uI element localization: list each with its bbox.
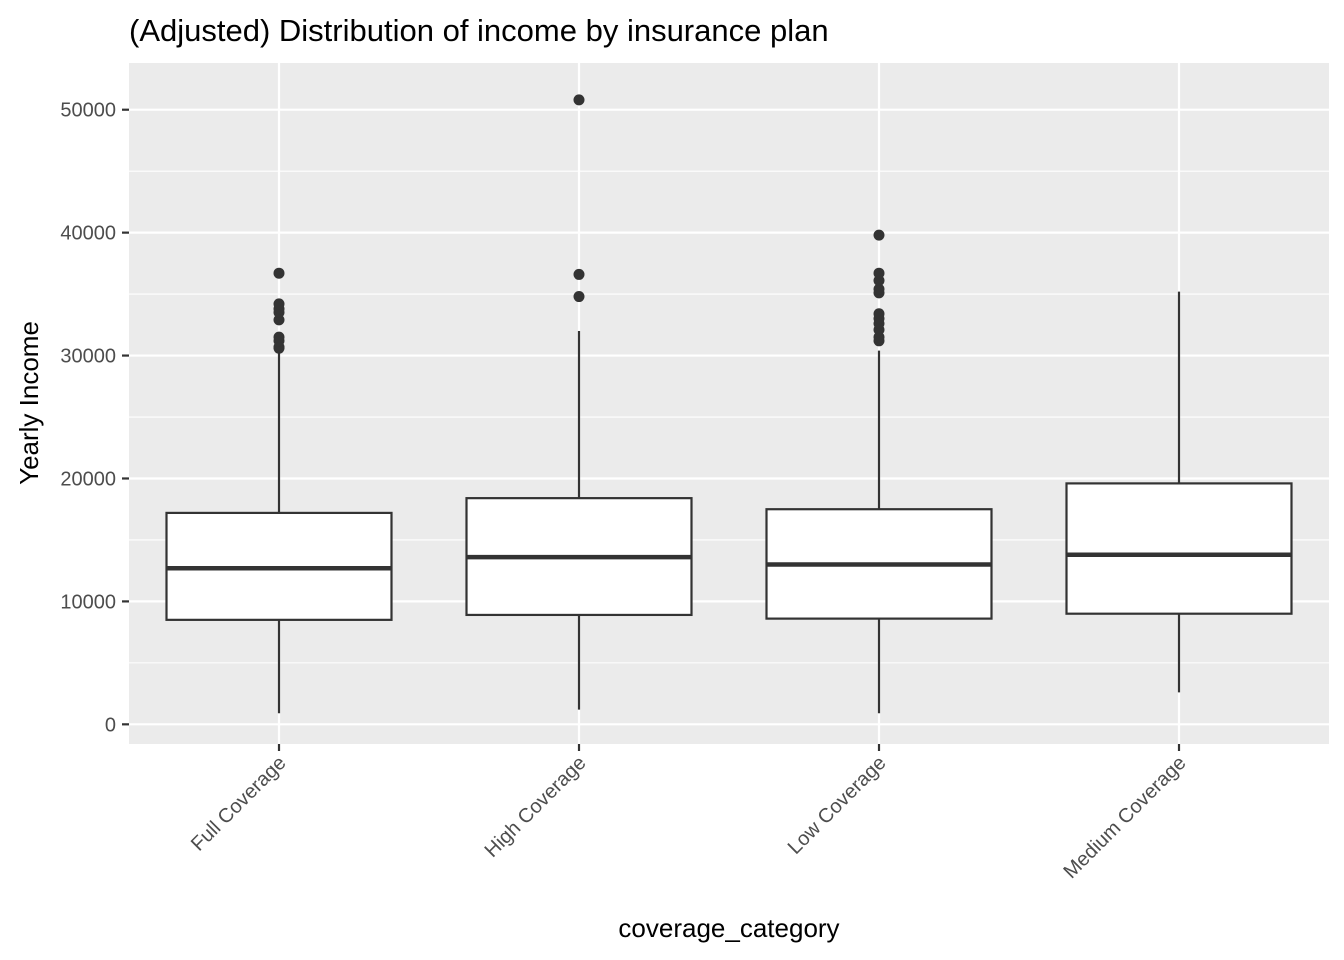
- box-iqr: [1065, 482, 1293, 615]
- outlier-point: [873, 283, 885, 295]
- x-tick-label: Low Coverage: [784, 752, 891, 859]
- y-tick-label: 0: [105, 714, 116, 736]
- outlier-point: [573, 268, 585, 280]
- x-tick-label: Full Coverage: [187, 752, 291, 856]
- outlier-point: [273, 298, 285, 310]
- box-group: [1065, 291, 1293, 693]
- outlier-point: [873, 267, 885, 279]
- x-tick-label: Medium Coverage: [1059, 752, 1190, 883]
- y-tick-label: 40000: [60, 223, 116, 245]
- y-axis: 0 10000 20000 30000 40000 50000: [60, 100, 129, 736]
- y-tick-label: 50000: [60, 100, 116, 122]
- box-group: [765, 229, 993, 714]
- outlier-point: [573, 291, 585, 303]
- x-axis-title: coverage_category: [618, 913, 839, 943]
- outlier-point: [273, 267, 285, 279]
- box-group: [465, 94, 693, 710]
- x-axis: Full Coverage High Coverage Low Coverage Me…: [187, 744, 1191, 883]
- outlier-point: [573, 94, 585, 106]
- y-tick-label: 30000: [60, 346, 116, 368]
- y-tick-label: 10000: [60, 591, 116, 613]
- outlier-point: [873, 308, 885, 320]
- x-tick-label: High Coverage: [481, 752, 591, 862]
- plot-panel: [129, 63, 1329, 744]
- outlier-point: [873, 229, 885, 241]
- box-group: [165, 267, 393, 714]
- chart-title: (Adjusted) Distribution of income by ins…: [129, 13, 829, 48]
- y-axis-title: Yearly Income: [14, 321, 44, 485]
- outlier-point: [273, 331, 285, 343]
- y-tick-label: 20000: [60, 468, 116, 490]
- boxes: [165, 94, 1293, 714]
